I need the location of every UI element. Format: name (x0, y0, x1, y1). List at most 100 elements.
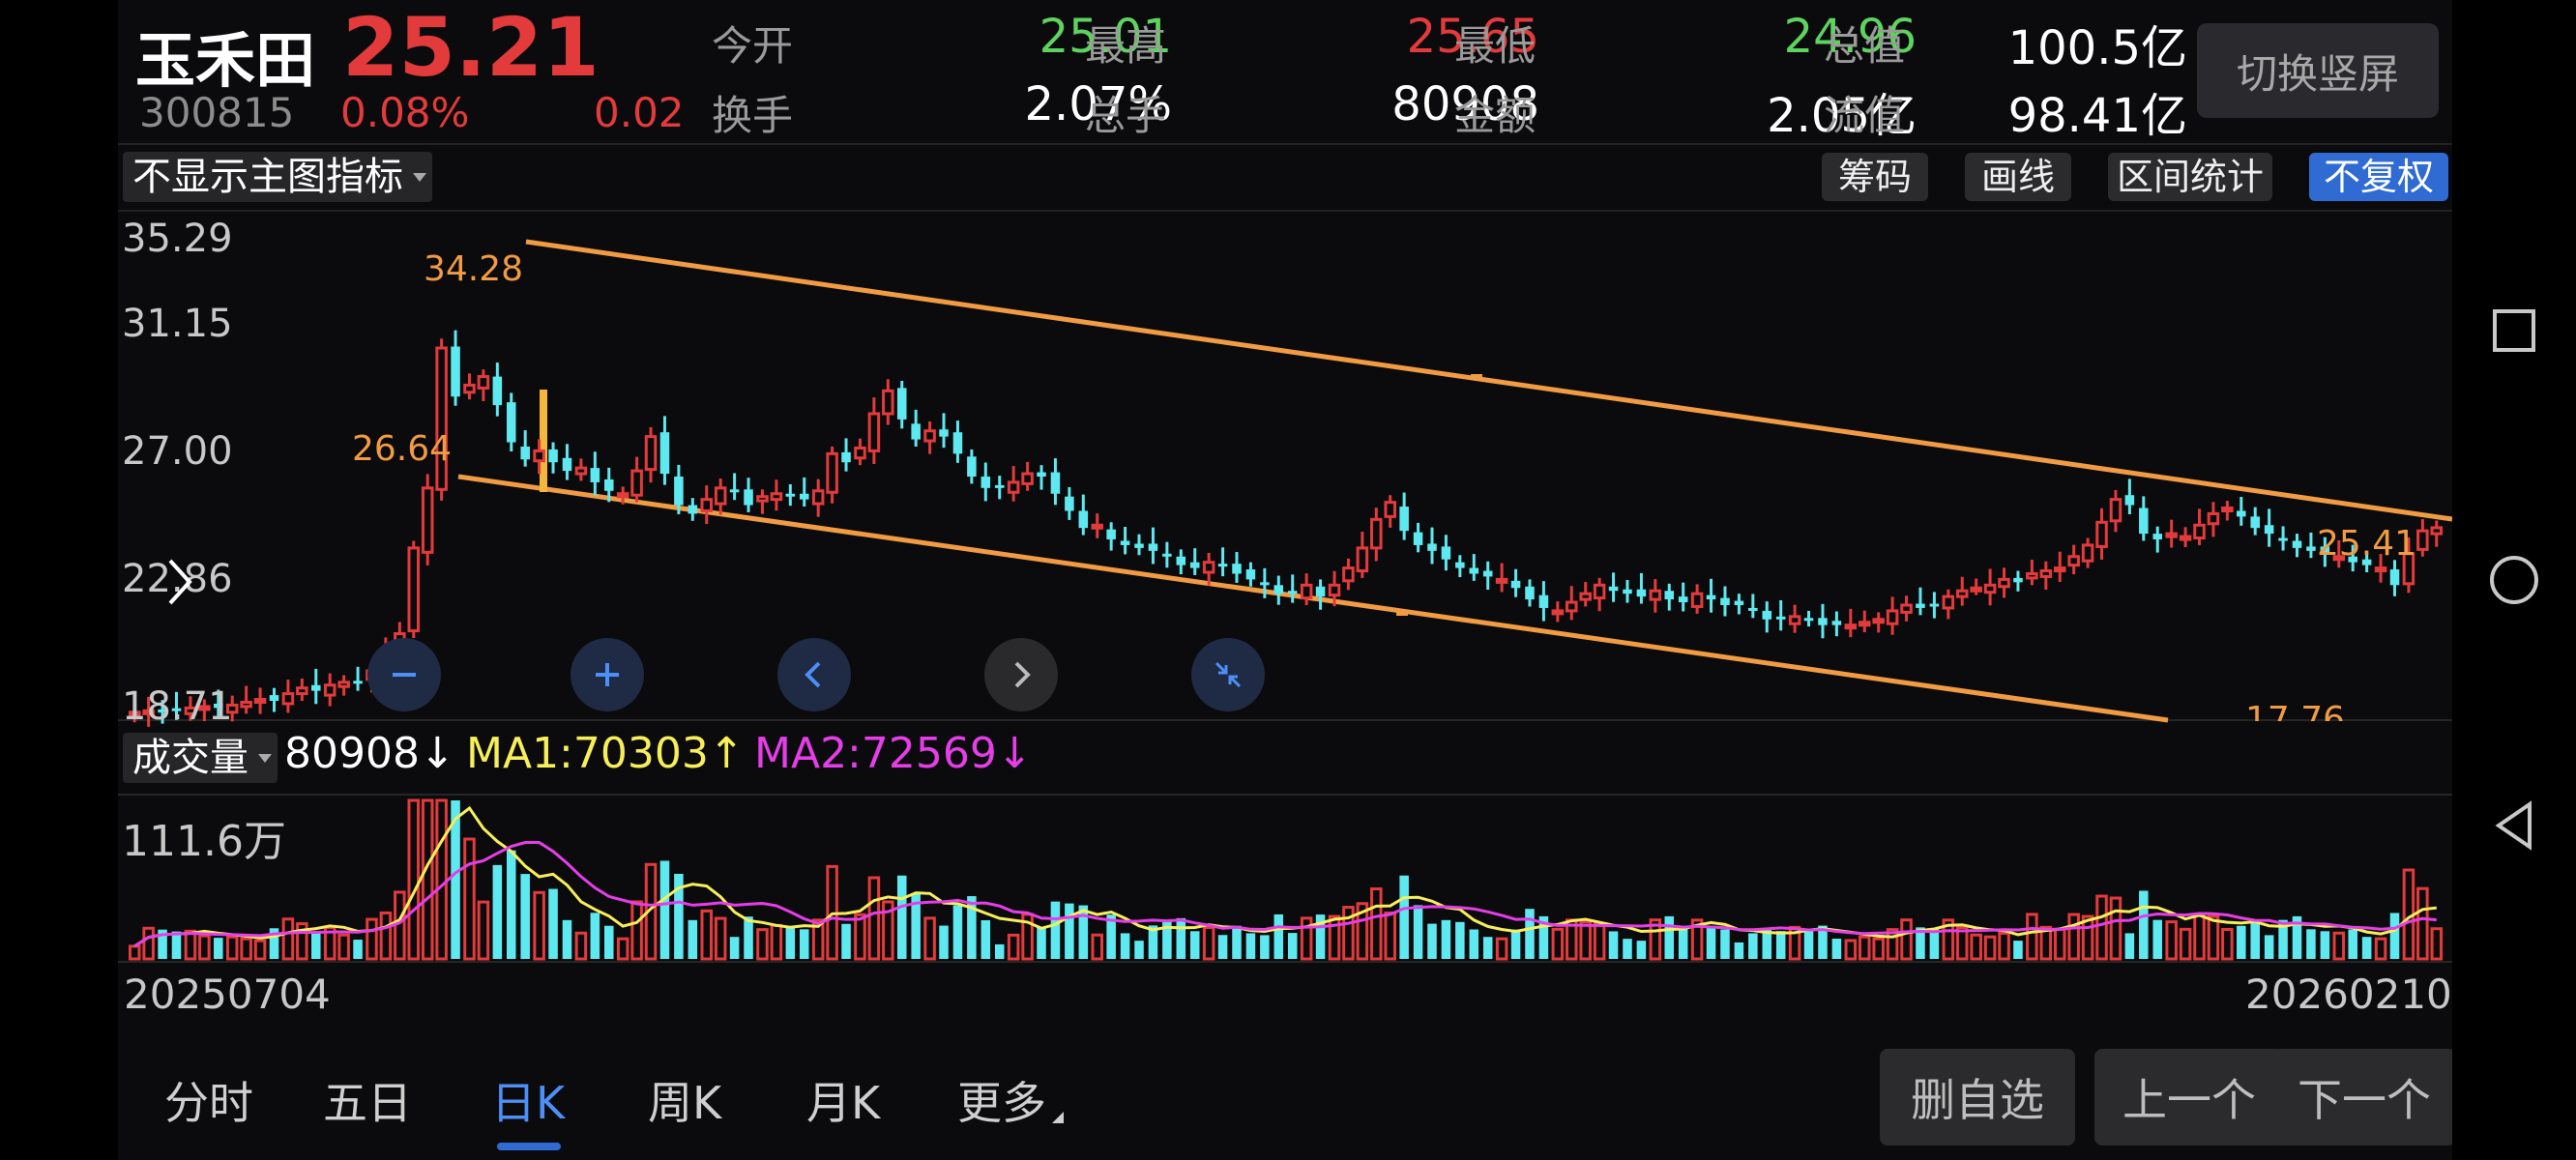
minus-icon (393, 673, 416, 677)
candle-body (2095, 520, 2108, 548)
candle-body (1664, 591, 1675, 600)
candle-body (2374, 566, 2387, 573)
home-button[interactable] (2452, 532, 2576, 628)
range-stat-button[interactable]: 区间统计 (2108, 153, 2272, 201)
tab-daily-k[interactable]: 日K (491, 1077, 566, 1129)
candle-body (353, 681, 363, 684)
candle-body (2402, 552, 2415, 586)
tab-intraday[interactable]: 分时 (164, 1077, 253, 1129)
kline-chart[interactable] (118, 0, 2452, 967)
collapse-icon (1215, 661, 1242, 688)
volume-bar (2430, 927, 2444, 961)
candle-body (700, 498, 714, 512)
tab-weekly-k[interactable]: 周K (648, 1077, 722, 1129)
volume-bar (296, 922, 308, 961)
chevron-right-icon[interactable] (161, 553, 199, 611)
candle-body (1315, 586, 1326, 597)
next-stock-button[interactable]: 下一个 (2272, 1049, 2456, 1146)
candle-body (952, 432, 963, 454)
adjust-button[interactable]: 不复权 (2309, 153, 2448, 201)
volume-bar (1983, 935, 1997, 961)
scroll-left-button[interactable] (777, 638, 851, 711)
candle-body (1788, 615, 1801, 625)
volume-bar (799, 929, 809, 959)
draw-line-button[interactable]: 画线 (1965, 153, 2071, 201)
volume-bar (1413, 905, 1423, 959)
candle-body (1384, 501, 1396, 518)
volume-bar (1037, 927, 1046, 959)
volume-bar (923, 916, 936, 961)
volume-bar (1818, 925, 1828, 959)
total-cap-value: 100.5亿 (2007, 21, 2187, 75)
volume-bar (1775, 931, 1786, 959)
ma2-value-text: MA2:72569↓ (754, 729, 1033, 778)
main-indicator-select[interactable]: 不显示主图指标 (123, 152, 432, 202)
caret-down-icon (258, 754, 272, 763)
collapse-button[interactable] (1191, 638, 1265, 711)
candle-body (225, 703, 239, 714)
volume-bar (2416, 886, 2429, 961)
tab-monthly-k[interactable]: 月K (806, 1077, 881, 1129)
volume-bar (1287, 933, 1298, 959)
trend-marker (540, 390, 547, 492)
zoom-out-button[interactable] (367, 638, 441, 711)
candle-body (1232, 564, 1242, 574)
volume-bar (1538, 915, 1549, 959)
volume-bar (1929, 929, 1940, 959)
candle-body (714, 486, 727, 506)
candle-body (1065, 496, 1074, 511)
volume-value-text: 80908↓ (284, 729, 455, 778)
candle-body (1678, 596, 1688, 603)
low-label: 最低 (1454, 22, 1537, 70)
candle-body (240, 700, 252, 709)
volume-bar (700, 909, 714, 961)
candle-body (451, 346, 460, 397)
candle-body (311, 684, 321, 691)
volume-bar (867, 876, 881, 961)
current-mark-label: 25.41 (2317, 524, 2417, 564)
volume-bar (1970, 933, 1982, 961)
open-value: 25.01 (1039, 10, 1172, 64)
chevron-right-icon (1014, 661, 1031, 688)
volume-bar (1273, 914, 1284, 959)
volume-bar (2139, 890, 2149, 959)
upper-trend-line (525, 239, 2452, 522)
candle-body (296, 686, 308, 696)
candle-body (2207, 511, 2220, 526)
volume-bar (1455, 921, 1465, 959)
switch-portrait-button[interactable]: 切换竖屏 (2197, 23, 2439, 118)
chips-button[interactable]: 筹码 (1822, 153, 1928, 201)
volume-bar (2374, 937, 2387, 961)
volume-bar (674, 873, 684, 959)
candle-body (1078, 510, 1089, 529)
candle-body (2109, 498, 2122, 523)
candle-body (1091, 523, 1103, 530)
zoom-in-button[interactable] (571, 638, 644, 711)
scroll-right-button[interactable] (984, 638, 1058, 711)
volume-bar (1217, 935, 1228, 959)
volume-bar (1162, 921, 1172, 959)
back-button[interactable] (2452, 777, 2576, 874)
candle-body (2067, 555, 2080, 567)
volume-bar (1858, 935, 1871, 961)
volume-bar (353, 940, 363, 959)
recents-button[interactable] (2452, 282, 2576, 379)
volume-bar (1495, 937, 1508, 961)
high-value: 25.65 (1406, 10, 1539, 64)
candle-body (1551, 609, 1565, 616)
candle-body (2139, 508, 2149, 535)
candle-body (2416, 529, 2429, 551)
tab-five-day[interactable]: 五日 (323, 1077, 412, 1129)
candle-body (785, 493, 796, 497)
volume-bar (1803, 929, 1814, 959)
previous-stock-button[interactable]: 上一个 (2094, 1049, 2284, 1146)
volume-bar (714, 916, 727, 961)
float-cap-value: 98.41亿 (2007, 89, 2187, 143)
volume-indicator-select[interactable]: 成交量 (123, 733, 278, 783)
volume-bar (1664, 915, 1675, 959)
candle-body (1593, 583, 1606, 600)
candle-body (1636, 589, 1647, 597)
volume-bar (1399, 875, 1409, 959)
tab-more[interactable]: 更多 (957, 1077, 1046, 1129)
delete-watchlist-button[interactable]: 删自选 (1880, 1049, 2075, 1146)
